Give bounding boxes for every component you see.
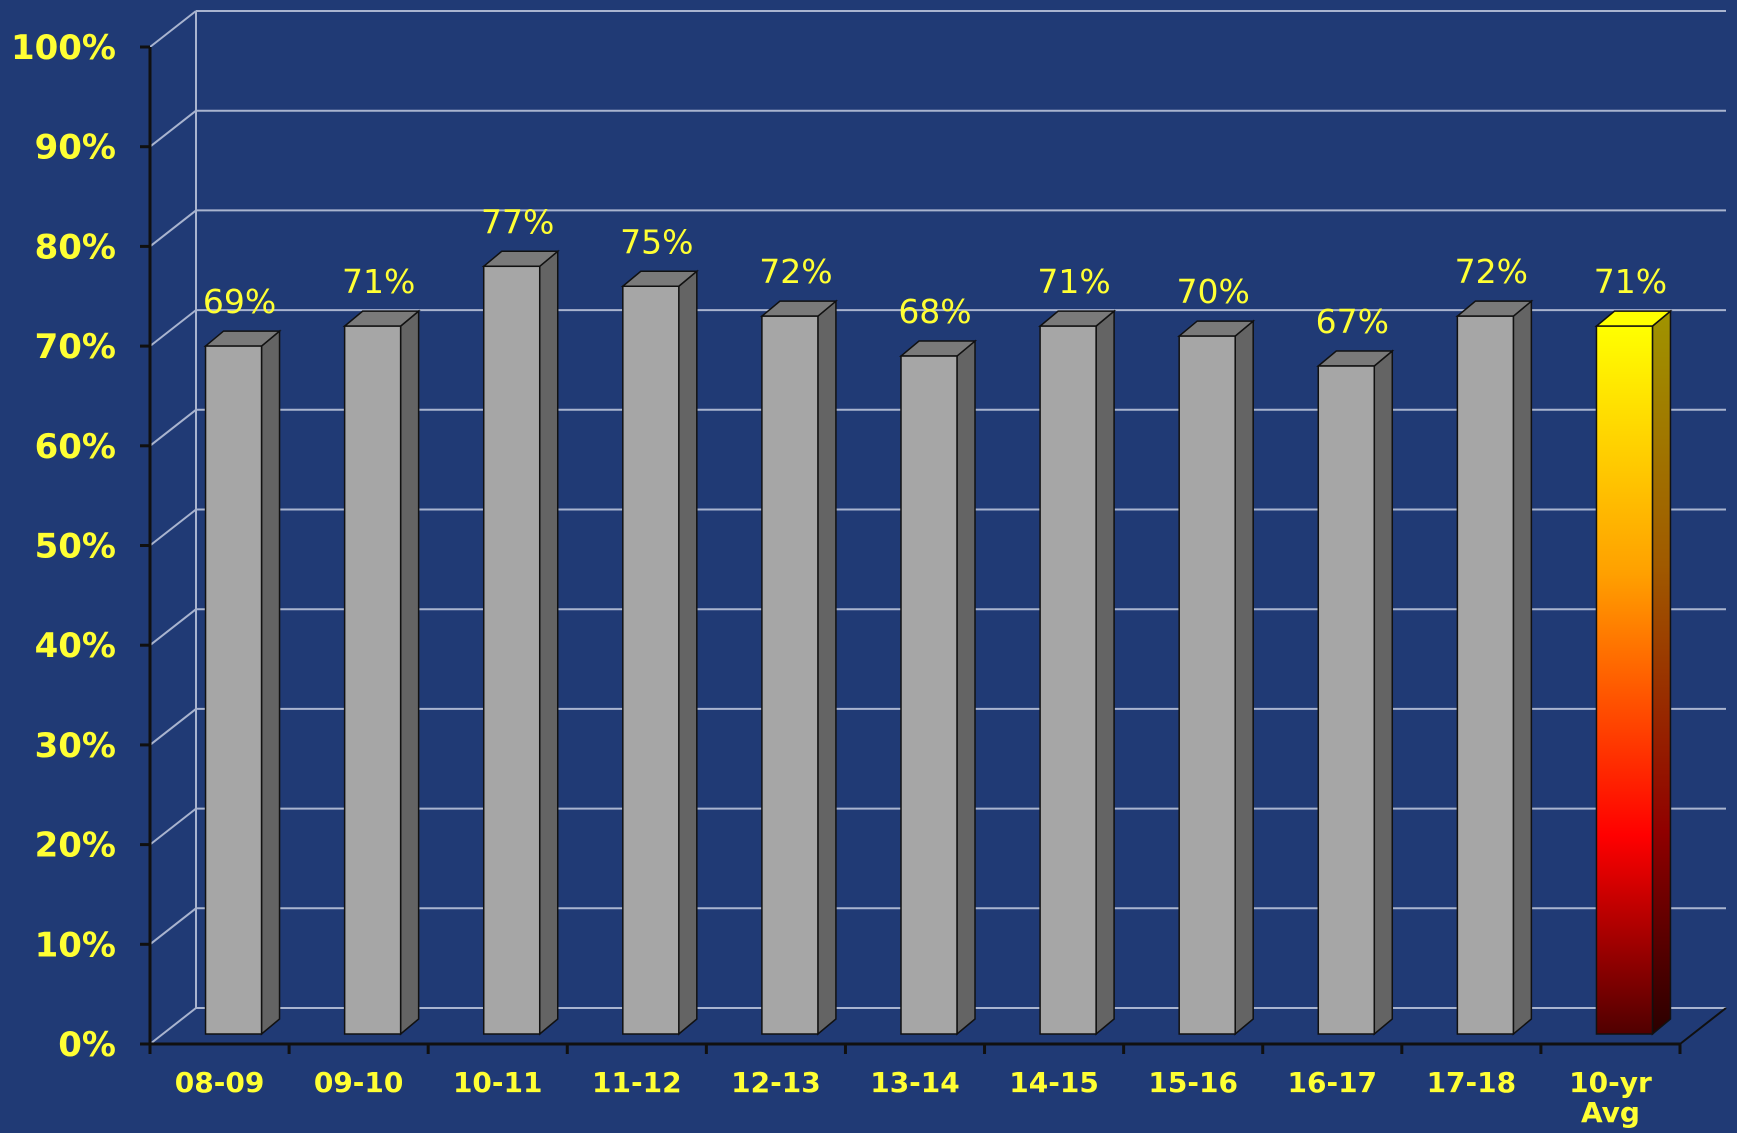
y-tick-label: 60% — [35, 427, 116, 467]
bar-front — [761, 315, 819, 1035]
bar-front — [1456, 315, 1515, 1035]
bar — [1038, 309, 1117, 1036]
gridline-side — [149, 109, 197, 148]
x-tick-label: 12-13 — [731, 1066, 821, 1099]
bar-front — [482, 265, 541, 1035]
y-tick-label: 20% — [35, 826, 116, 866]
bar-front — [1178, 335, 1236, 1035]
gridline-side — [149, 10, 197, 48]
bar-side — [1095, 309, 1115, 1036]
bar — [1177, 319, 1256, 1036]
axes — [140, 45, 1727, 1054]
gridline-side — [149, 907, 197, 946]
bar-front — [1595, 325, 1654, 1035]
data-label: 72% — [1455, 252, 1528, 291]
bar-side — [956, 339, 976, 1036]
bar-side — [817, 299, 837, 1036]
data-label: 71% — [342, 262, 415, 301]
y-tick-label: 10% — [35, 925, 116, 965]
y-tick-label: 70% — [35, 327, 116, 367]
x-tick-label: 13-14 — [870, 1066, 960, 1099]
bar-side — [538, 249, 559, 1036]
x-tick-label: 14-15 — [1009, 1066, 1099, 1099]
x-tick-label: 08-09 — [175, 1066, 265, 1099]
y-tick-label: 0% — [58, 1025, 116, 1065]
gridline-side — [149, 807, 197, 846]
bar — [342, 309, 421, 1036]
gridline-side — [149, 608, 197, 646]
data-label: 75% — [620, 222, 693, 261]
floor-right-edge — [1679, 1007, 1727, 1045]
y-tick-label: 100% — [11, 28, 116, 68]
bar-highlight — [1594, 309, 1673, 1036]
bar — [481, 249, 560, 1036]
gridline-side — [149, 209, 197, 248]
y-tick-label: 50% — [35, 527, 116, 567]
gridline-side — [149, 409, 197, 447]
x-tick-label: 10-11 — [453, 1066, 543, 1099]
y-tick-label: 90% — [35, 128, 116, 168]
x-tick-label: 16-17 — [1287, 1066, 1377, 1099]
bar — [1316, 349, 1395, 1036]
bar-side — [1512, 299, 1533, 1036]
bar-side — [1651, 309, 1672, 1036]
gridline-side — [149, 1007, 197, 1045]
bar-side — [1373, 349, 1394, 1036]
x-tick-label: 09-10 — [314, 1066, 404, 1099]
x-tick-label: 15-16 — [1148, 1066, 1238, 1099]
data-label: 77% — [481, 202, 554, 241]
x-tick-label: 17-18 — [1427, 1066, 1517, 1099]
bar — [203, 329, 282, 1036]
data-label: 68% — [898, 292, 971, 331]
y-tick-label: 80% — [35, 227, 116, 267]
data-label: 70% — [1177, 272, 1250, 311]
data-label: 67% — [1316, 302, 1389, 341]
data-label: 69% — [203, 282, 276, 321]
bar-front — [343, 325, 402, 1035]
data-label: 72% — [759, 252, 832, 291]
bar-side — [399, 309, 420, 1036]
bar-side — [678, 269, 698, 1036]
bar — [1455, 299, 1534, 1036]
data-label: 71% — [1594, 262, 1667, 301]
data-label: 71% — [1037, 262, 1110, 301]
x-tick-label: Avg — [1581, 1096, 1640, 1129]
gridline-side — [149, 508, 197, 547]
gridline-side — [149, 708, 197, 746]
bar — [620, 269, 699, 1036]
labels: 0% 10% 20% 30% 40% 50% 60% 70% 80% 90% 100% 69% 08-0… — [11, 28, 1667, 1129]
bar — [759, 299, 838, 1036]
bar-front — [1317, 365, 1376, 1035]
x-tick-label: 10-yr — [1569, 1066, 1652, 1099]
gridline-side — [149, 309, 197, 347]
bar-front — [1039, 325, 1097, 1035]
y-tick-label: 30% — [35, 726, 116, 766]
x-tick-label: 11-12 — [592, 1066, 682, 1099]
bar-side — [1234, 319, 1254, 1036]
bar-front — [622, 285, 680, 1035]
bar-side — [260, 329, 281, 1036]
y-tick-label: 40% — [35, 626, 116, 666]
bar-front — [900, 355, 958, 1035]
bar — [898, 339, 978, 1036]
bar-front — [204, 345, 263, 1035]
bars — [203, 249, 1673, 1036]
